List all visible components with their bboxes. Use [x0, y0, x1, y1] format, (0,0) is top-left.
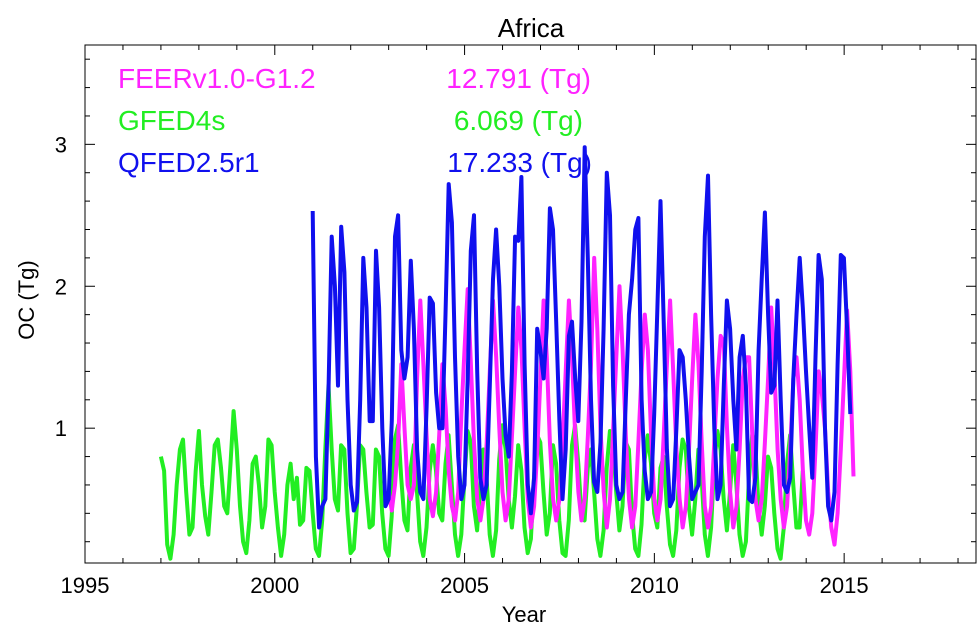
x-tick-label: 2005 — [440, 573, 489, 598]
legend-name-feer: FEERv1.0-G1.2 — [118, 63, 316, 94]
legend-total-qfed: 17.233 (Tg) — [447, 147, 592, 178]
series-lines — [158, 145, 856, 561]
series-line-qfed — [310, 145, 853, 530]
legend-name-gfed: GFED4s — [118, 105, 225, 136]
x-tick-labels: 1995 2000 2005 2010 2015 — [61, 573, 869, 598]
x-tick-label: 2015 — [820, 573, 869, 598]
plot-frame — [84, 44, 977, 564]
y-tick-labels: 1 2 3 — [55, 132, 67, 441]
legend-total-feer: 12.791 (Tg) — [446, 63, 591, 94]
x-tick-label: 1995 — [61, 573, 110, 598]
chart-title: Africa — [498, 13, 565, 43]
y-axis-label: OC (Tg) — [14, 260, 39, 339]
y-tick-label: 2 — [55, 274, 67, 299]
axis-ticks — [84, 45, 976, 563]
y-tick-label: 3 — [55, 132, 67, 157]
series-line-feer — [386, 255, 856, 547]
legend: FEERv1.0-G1.2 12.791 (Tg) GFED4s 6.069 (… — [118, 63, 592, 178]
x-tick-label: 2000 — [250, 573, 299, 598]
x-tick-label: 2010 — [630, 573, 679, 598]
x-axis-label: Year — [502, 602, 546, 626]
y-tick-label: 1 — [55, 416, 67, 441]
legend-total-gfed: 6.069 (Tg) — [454, 105, 583, 136]
legend-name-qfed: QFED2.5r1 — [118, 147, 260, 178]
